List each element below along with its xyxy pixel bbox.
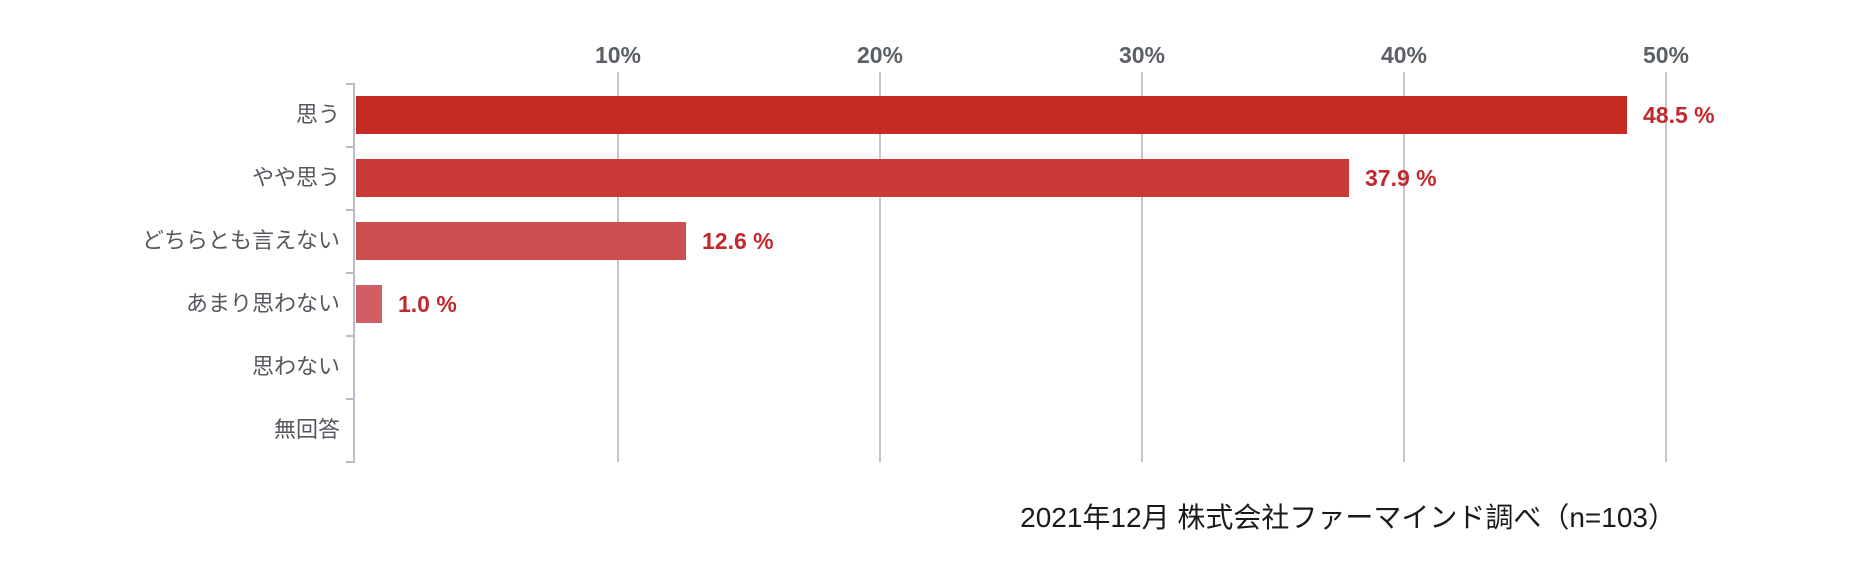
x-tick-label: 50% — [1642, 42, 1690, 68]
y-axis-tick — [346, 398, 355, 400]
y-axis-tick — [346, 272, 355, 274]
category-label: やや思う — [251, 165, 340, 190]
x-tick-label: 40% — [1380, 42, 1428, 68]
category-label: 思わない — [251, 354, 340, 379]
x-gridline — [617, 72, 619, 462]
value-label: 1.0 % — [398, 291, 457, 317]
bar — [356, 285, 382, 323]
category-label: 思う — [295, 102, 340, 127]
x-gridline — [1665, 72, 1667, 462]
category-label: どちらとも言えない — [141, 228, 340, 253]
value-label: 37.9 % — [1365, 165, 1437, 191]
bar — [356, 159, 1349, 197]
source-note: 2021年12月 株式会社ファーマインド調べ（n=103） — [1020, 502, 1676, 533]
category-label: あまり思わない — [185, 291, 340, 316]
bar — [356, 222, 686, 260]
x-tick-label: 20% — [856, 42, 904, 68]
y-axis-tick — [346, 335, 355, 337]
y-axis-tick — [346, 209, 355, 211]
value-label: 12.6 % — [702, 228, 774, 254]
y-axis-tick — [346, 146, 355, 148]
x-gridline — [879, 72, 881, 462]
x-gridline — [1403, 72, 1405, 462]
category-label: 無回答 — [273, 417, 340, 442]
y-axis-tick — [346, 461, 355, 463]
x-tick-label: 10% — [594, 42, 642, 68]
value-label: 48.5 % — [1643, 102, 1715, 128]
x-gridline — [1141, 72, 1143, 462]
bar — [356, 96, 1627, 134]
x-tick-label: 30% — [1118, 42, 1166, 68]
y-axis-tick — [346, 83, 355, 85]
